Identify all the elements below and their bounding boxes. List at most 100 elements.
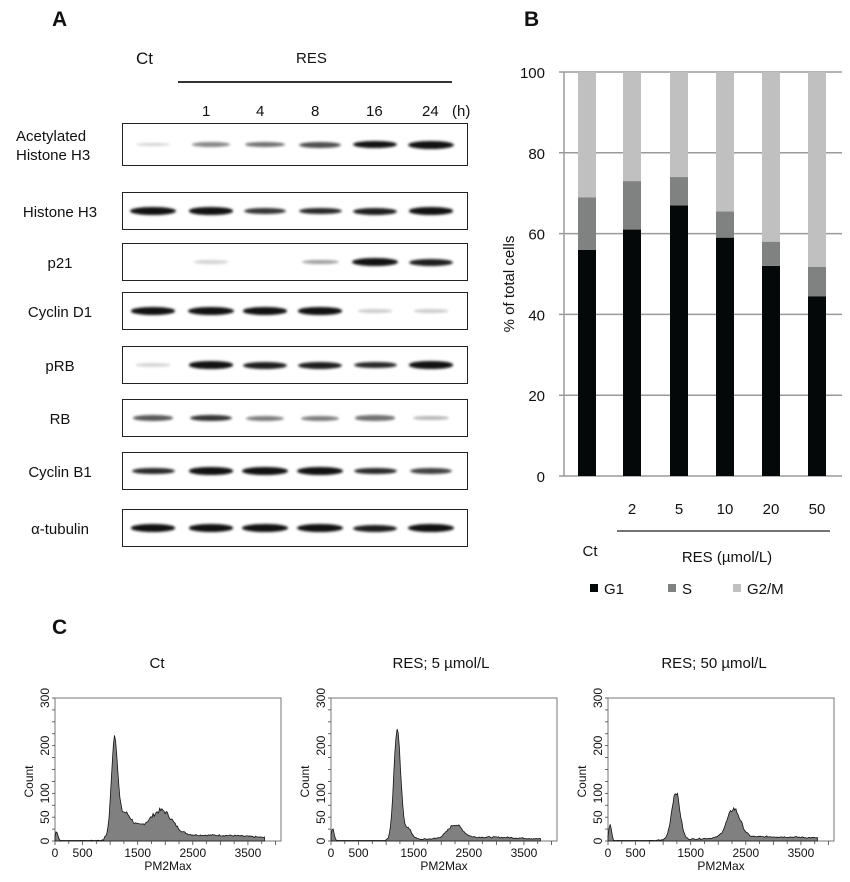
blot-band bbox=[299, 141, 341, 148]
bar-segment-g2m bbox=[808, 72, 826, 267]
bar-segment-g1 bbox=[670, 205, 688, 476]
bar-segment-s bbox=[762, 241, 780, 266]
blot-band bbox=[188, 207, 234, 215]
timepoint-label: 16 bbox=[366, 103, 383, 120]
blot-band bbox=[413, 309, 449, 313]
legend-swatch bbox=[733, 584, 741, 592]
blot-band bbox=[243, 361, 287, 369]
y-tick-label: 200 bbox=[38, 735, 52, 755]
blot-band bbox=[135, 142, 171, 147]
bar-segment-s bbox=[716, 211, 734, 238]
y-tick-label: 0 bbox=[537, 469, 545, 486]
flow-cytometry-histograms: Ct 0 500 1500 2500 3500 PM2Max 0 50 100 200 300 Coun… bbox=[22, 655, 835, 873]
x-tick-label: 3500 bbox=[788, 846, 815, 860]
blot-band bbox=[188, 307, 234, 315]
blot-band bbox=[353, 524, 397, 532]
blot-strip bbox=[122, 452, 468, 490]
x-tick-label: 2 bbox=[628, 501, 636, 518]
x-tick-label: 0 bbox=[328, 846, 335, 860]
y-tick-label: 0 bbox=[314, 837, 328, 844]
histogram-title: RES; 5 µmol/L bbox=[392, 655, 489, 672]
y-tick-label: 100 bbox=[38, 783, 52, 803]
bar-segment-g2m bbox=[578, 72, 596, 198]
blot-band bbox=[245, 141, 285, 148]
blot-band bbox=[298, 207, 342, 215]
y-tick-label: 40 bbox=[528, 307, 545, 324]
blot-strip bbox=[122, 346, 468, 384]
control-lane-label: Ct bbox=[136, 49, 153, 68]
x-axis-title: RES (µmol/L) bbox=[682, 549, 772, 566]
legend-label: G1 bbox=[604, 581, 624, 598]
blot-band bbox=[245, 415, 285, 421]
blot-band bbox=[297, 467, 343, 475]
blot-band bbox=[408, 207, 454, 215]
blot-row-label: Acetylated Histone H3 bbox=[16, 127, 126, 165]
blot-band bbox=[357, 309, 393, 313]
y-tick-label: 300 bbox=[591, 688, 605, 708]
y-tick-label: 100 bbox=[591, 783, 605, 803]
blot-strip bbox=[122, 192, 468, 230]
bar-segment-g2m bbox=[623, 72, 641, 182]
blot-band bbox=[130, 524, 176, 532]
x-tick-label: 500 bbox=[349, 846, 369, 860]
blot-strip bbox=[122, 243, 468, 281]
blot-band bbox=[410, 467, 452, 475]
blot-strip bbox=[122, 292, 468, 330]
blot-band bbox=[242, 524, 288, 532]
histogram-area bbox=[607, 792, 818, 842]
blot-band bbox=[188, 524, 234, 532]
blot-row-label: α-tubulin bbox=[5, 520, 115, 539]
x-tick-label: 1500 bbox=[677, 846, 704, 860]
blot-band bbox=[242, 467, 288, 475]
blot-row-label-line: RB bbox=[49, 410, 71, 428]
y-axis-title: % of total cells bbox=[501, 236, 518, 333]
blot-band bbox=[409, 258, 453, 266]
bar-segment-g2m bbox=[716, 72, 734, 212]
blot-band bbox=[301, 259, 339, 265]
bar-segment-g1 bbox=[716, 237, 734, 476]
legend-label: G2/M bbox=[747, 581, 784, 598]
bar-segment-g2m bbox=[762, 72, 780, 242]
blot-band bbox=[408, 140, 454, 149]
blot-band bbox=[135, 363, 171, 367]
x-tick-label: 3500 bbox=[235, 846, 262, 860]
bar-segment-s bbox=[670, 177, 688, 206]
timepoint-label: 1 bbox=[202, 103, 211, 120]
legend-swatch bbox=[668, 584, 676, 592]
blot-band bbox=[353, 361, 397, 369]
blot-band bbox=[297, 307, 343, 315]
blot-row-label-line: Histone H3 bbox=[16, 146, 91, 164]
histogram-area bbox=[330, 728, 541, 842]
y-tick-label: 0 bbox=[38, 837, 52, 844]
blot-row-label-line: Cyclin B1 bbox=[28, 463, 92, 481]
blot-row-label: Cyclin B1 bbox=[5, 463, 115, 482]
blot-row-label-line: p21 bbox=[47, 254, 73, 272]
x-tick-label: 2500 bbox=[179, 846, 206, 860]
histogram-title: Ct bbox=[150, 655, 166, 672]
bar-segment-g1 bbox=[808, 296, 826, 476]
x-axis-title: PM2Max bbox=[697, 859, 744, 873]
x-tick-label: 500 bbox=[626, 846, 646, 860]
time-unit-label: (h) bbox=[452, 103, 471, 120]
x-axis-title: PM2Max bbox=[144, 859, 191, 873]
blot-row-label-line: α-tubulin bbox=[31, 520, 89, 538]
x-tick-label: 500 bbox=[73, 846, 93, 860]
y-tick-label: 100 bbox=[520, 65, 545, 82]
bar-segment-s bbox=[578, 197, 596, 250]
timepoint-label: 24 bbox=[422, 103, 439, 120]
y-tick-label: 200 bbox=[314, 735, 328, 755]
blot-band bbox=[413, 416, 449, 420]
blot-band bbox=[355, 415, 395, 421]
y-tick-label: 50 bbox=[591, 810, 605, 824]
bar-segment-g1 bbox=[762, 265, 780, 476]
x-tick-label: 1500 bbox=[124, 846, 151, 860]
panel-c-letter: C bbox=[52, 616, 68, 639]
x-tick-label: 10 bbox=[717, 501, 734, 518]
blot-band bbox=[298, 361, 342, 369]
y-axis-title: Count bbox=[22, 765, 36, 798]
blot-band bbox=[188, 467, 234, 475]
blot-row-label-line: Acetylated bbox=[16, 127, 87, 145]
panel-a-letter: A bbox=[52, 8, 68, 31]
x-tick-label: 2500 bbox=[455, 846, 482, 860]
blot-band bbox=[131, 467, 175, 475]
